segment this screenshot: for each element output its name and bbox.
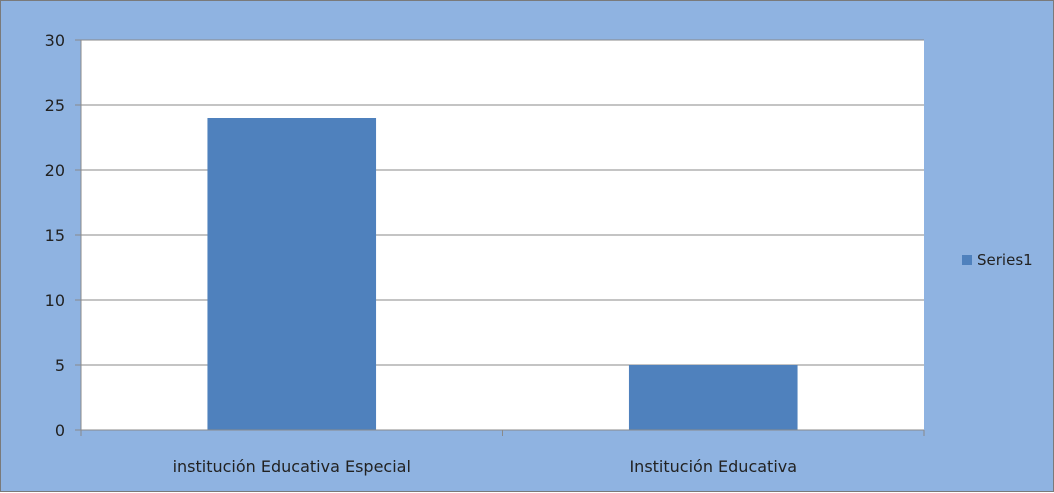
y-tick-label: 10 xyxy=(45,291,65,310)
legend-label: Series1 xyxy=(977,251,1033,269)
bars xyxy=(207,118,798,430)
x-axis: institución Educativa Especial Institució… xyxy=(80,429,925,476)
y-tick-label: 25 xyxy=(45,96,65,115)
y-tick-label: 0 xyxy=(55,421,65,440)
y-tick-label: 5 xyxy=(55,356,65,375)
x-category-label: institución Educativa Especial xyxy=(173,457,411,476)
bar-0 xyxy=(207,118,377,430)
y-tick-label: 30 xyxy=(45,31,65,50)
y-axis: 0 5 10 15 20 25 30 xyxy=(45,31,82,440)
y-tick-label: 20 xyxy=(45,161,65,180)
legend: Series1 xyxy=(962,251,1033,269)
x-category-label: Institución Educativa xyxy=(629,457,797,476)
bar-1 xyxy=(628,365,798,430)
legend-swatch xyxy=(962,255,972,265)
y-tick-label: 15 xyxy=(45,226,65,245)
